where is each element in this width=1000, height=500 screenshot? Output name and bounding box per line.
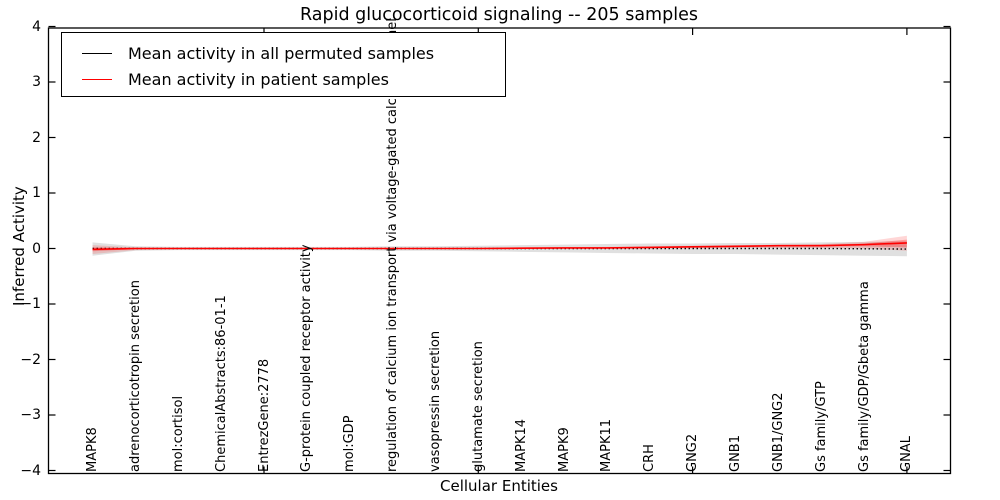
legend: Mean activity in all permuted samples Me…	[61, 32, 506, 97]
x-entity-label: MAPK8	[85, 426, 101, 472]
x-entity-label: glutamate secretion	[470, 340, 486, 472]
y-tick-label: 2	[32, 129, 41, 146]
y-tick-label: 1	[32, 185, 41, 201]
x-entity-label: CRH	[642, 443, 658, 472]
x-entity-label: EntrezGene:2778	[256, 358, 272, 472]
x-entity-label: mol:cortisol	[170, 395, 186, 472]
y-tick-label: 3	[32, 74, 41, 90]
x-entity-label: GNB1	[727, 434, 743, 472]
x-entity-label: ChemicalAbstracts:86-01-1	[213, 294, 229, 472]
series-line-patient	[92, 242, 907, 251]
x-entity-label: GNAL	[899, 435, 915, 472]
x-entity-label: G-protein coupled receptor activity	[299, 243, 315, 472]
legend-entry-permuted-label: Mean activity in all permuted samples	[128, 43, 435, 63]
legend-entry-patient: Mean activity in patient samples	[62, 66, 505, 92]
patient-line-swatch-icon	[82, 78, 112, 80]
x-entity-label: Gs family/GTP	[813, 380, 829, 472]
legend-entry-patient-label: Mean activity in patient samples	[128, 69, 389, 89]
y-tick-label: 0	[32, 240, 41, 257]
x-entity-label: vasopressin secretion	[427, 330, 443, 472]
x-entity-label: Gs family/GDP/Gbeta gamma	[856, 280, 872, 472]
x-entity-label: MAPK14	[513, 418, 529, 472]
y-tick-label: −4	[20, 462, 41, 479]
y-tick-label: −1	[20, 296, 41, 312]
x-entity-label: GNG2	[685, 433, 701, 472]
y-tick-label: 4	[32, 18, 41, 35]
x-axis-label: Cellular Entities	[440, 477, 558, 495]
x-entity-label: MAPK9	[556, 426, 572, 472]
x-entity-label: GNB1/GNG2	[770, 391, 786, 472]
x-entity-label: mol:GDP	[342, 414, 358, 472]
axes-frame	[47, 27, 952, 475]
y-tick-label: −3	[20, 407, 41, 423]
chart-title: Rapid glucocorticoid signaling -- 205 sa…	[300, 5, 698, 25]
x-entity-label: adrenocorticotropin secretion	[127, 279, 143, 472]
y-tick-label: −2	[20, 351, 41, 368]
legend-entry-permuted: Mean activity in all permuted samples	[62, 40, 505, 66]
permuted-line-swatch-icon	[82, 52, 112, 54]
x-entity-label: MAPK11	[599, 418, 615, 472]
